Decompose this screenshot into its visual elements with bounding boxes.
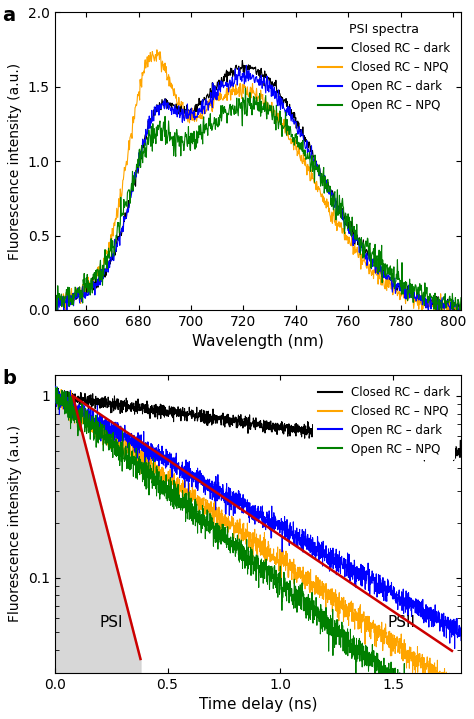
X-axis label: Time delay (ns): Time delay (ns) <box>199 697 317 712</box>
X-axis label: Wavelength (nm): Wavelength (nm) <box>192 334 324 349</box>
Legend: Closed RC – dark, Closed RC – NPQ, Open RC – dark, Open RC – NPQ: Closed RC – dark, Closed RC – NPQ, Open … <box>313 19 455 116</box>
Legend: Closed RC – dark, Closed RC – NPQ, Open RC – dark, Open RC – NPQ: Closed RC – dark, Closed RC – NPQ, Open … <box>313 381 455 460</box>
Text: PSII: PSII <box>388 615 416 630</box>
Text: a: a <box>2 6 15 25</box>
Y-axis label: Fluorescence intensity (a.u.): Fluorescence intensity (a.u.) <box>8 426 22 623</box>
Text: b: b <box>2 370 16 388</box>
Text: PSI: PSI <box>100 615 123 630</box>
Y-axis label: Fluorescence intensity (a.u.): Fluorescence intensity (a.u.) <box>8 63 22 260</box>
